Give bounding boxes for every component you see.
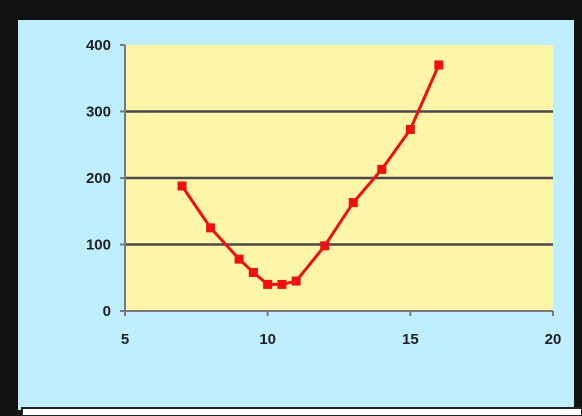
data-point [177,181,187,191]
y-tick-label: 100 [86,237,111,254]
data-point [263,279,273,289]
y-tick-label: 200 [86,170,111,187]
data-point [277,279,287,289]
series-line [180,64,441,286]
data-point [377,164,387,174]
x-tick-label: 15 [402,331,419,348]
data-series [177,60,444,289]
data-point [248,267,258,277]
data-point [320,241,330,251]
data-point [434,60,444,70]
data-point [206,223,216,233]
tick-labels: 0 100 200 300 400 5 10 15 20 [86,37,561,348]
y-tick-label: 400 [86,37,111,54]
gridlines [125,110,553,246]
data-point [291,276,301,286]
data-point [405,124,415,134]
data-point [234,254,244,264]
bottom-strip [21,407,582,416]
axes [120,44,554,316]
y-tick-label: 300 [86,104,111,121]
x-tick-label: 20 [545,331,562,348]
data-point [348,198,358,208]
x-tick-label: 5 [121,331,129,348]
y-tick-label: 0 [103,303,111,320]
x-tick-label: 10 [259,331,276,348]
